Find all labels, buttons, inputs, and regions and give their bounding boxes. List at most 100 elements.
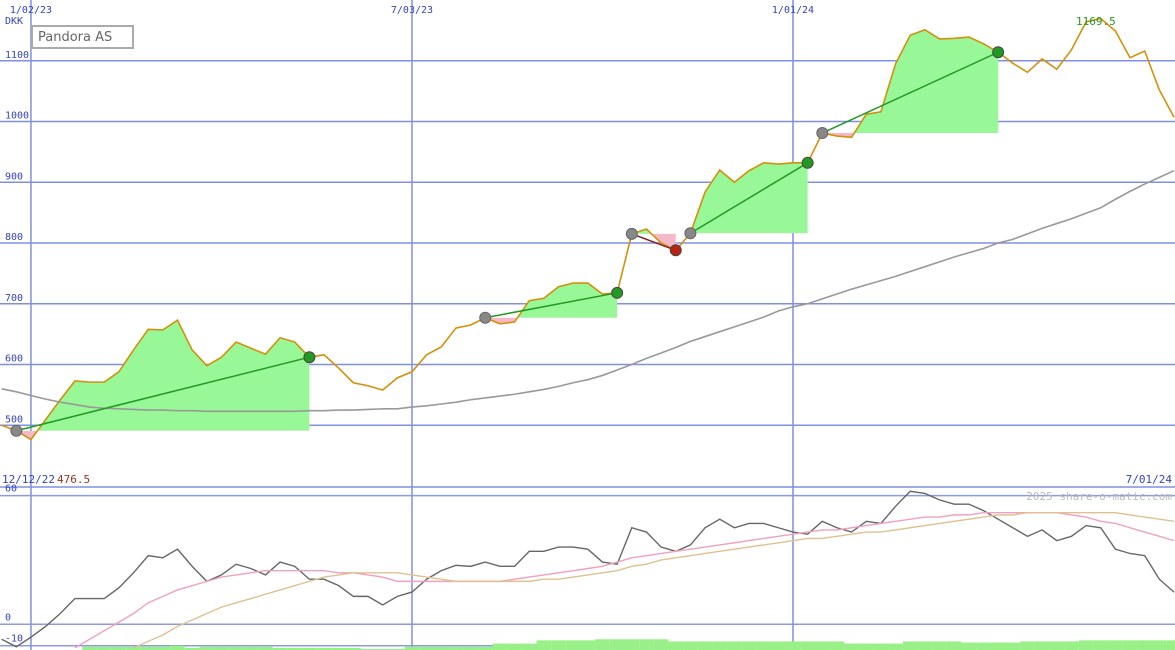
indicator-bar — [433, 646, 449, 650]
indicator-bar — [507, 643, 522, 650]
indicator-bar — [1122, 640, 1138, 650]
indicator-bar — [375, 648, 390, 650]
y-tick-label: 800 — [5, 232, 23, 243]
indicator-bar — [419, 646, 434, 650]
trade-gain-area — [16, 320, 310, 431]
indicator-bar — [448, 646, 464, 650]
indicator-bar — [492, 643, 508, 650]
indicator-bar — [814, 641, 830, 650]
indicator-bar — [170, 645, 185, 650]
indicator-bar — [1108, 640, 1123, 650]
y-tick-label: 0 — [5, 612, 11, 623]
indicator-bar — [302, 647, 317, 650]
legend-box — [31, 25, 134, 49]
trade-entry — [684, 227, 697, 240]
trade-exit — [669, 244, 682, 257]
indicator-bar — [346, 647, 361, 650]
indicator-bar — [477, 646, 493, 650]
indicator-line — [74, 512, 1175, 649]
indicator-bar — [946, 641, 962, 650]
indicator-bar — [360, 648, 376, 650]
legend-title: Pandora AS — [38, 30, 112, 45]
indicator-bar — [331, 647, 347, 650]
indicator-bar — [1166, 640, 1175, 650]
indicator-bar — [990, 642, 1006, 650]
indicator-bar — [82, 646, 97, 650]
y-tick-label: 60 — [5, 484, 17, 495]
trade-line — [821, 51, 999, 134]
x-end-label: 7/01/24 — [1126, 473, 1173, 486]
indicator-bar — [1034, 641, 1050, 650]
trade-entry — [816, 127, 829, 140]
indicator-line — [1, 490, 1175, 648]
indicator-bar — [258, 646, 273, 650]
indicator-bar — [829, 641, 845, 650]
indicator-bar — [580, 640, 596, 650]
indicator-bar — [1064, 641, 1079, 650]
trade-entry — [479, 311, 492, 324]
indicator-bar — [624, 639, 640, 650]
x-tick-label: 7/03/23 — [391, 5, 433, 16]
watermark: 2025 share-o-matic.com — [1026, 490, 1172, 503]
indicator-bar — [976, 642, 991, 650]
indicator-bar — [873, 643, 889, 650]
x-tick-label: 1/02/23 — [10, 5, 52, 16]
y-tick-label: 1000 — [5, 111, 29, 122]
indicator-bar — [712, 641, 728, 650]
indicator-bar — [536, 640, 552, 650]
indicator-bar — [858, 643, 874, 650]
indicator-bar — [1137, 640, 1153, 650]
indicator-bar — [902, 641, 918, 650]
trade-loss-area — [822, 133, 999, 138]
indicator-bar — [932, 641, 947, 650]
lines — [1, 17, 1175, 649]
indicator-bar — [653, 639, 669, 650]
price-line — [1, 17, 1175, 441]
y-tick-label: 900 — [5, 171, 23, 182]
indicator-bar — [1020, 641, 1035, 650]
indicator-bar — [287, 647, 303, 650]
y-tick-label: -10 — [5, 634, 23, 645]
indicator-bar — [551, 640, 566, 650]
indicator-bar — [199, 646, 215, 650]
price-line — [1, 169, 1175, 413]
trade-entry — [625, 227, 638, 240]
indicator-bar — [961, 642, 977, 650]
indicator-bar — [111, 646, 127, 650]
indicator-bar — [609, 639, 625, 650]
indicator-bar — [96, 646, 112, 650]
indicator-bar — [683, 641, 698, 650]
trade-exit — [992, 46, 1005, 59]
indicator-bar — [214, 646, 229, 650]
indicator-bar — [639, 639, 654, 650]
trade-line — [16, 356, 310, 432]
indicator-bar — [697, 641, 713, 650]
indicator-bar — [756, 641, 772, 650]
labels: Pandora AS DKK 1169.5 476.5 12/12/22 7/0… — [2, 5, 1172, 645]
trade-exit — [303, 351, 316, 364]
indicator-bar — [1049, 641, 1065, 650]
trade-entry — [10, 424, 23, 437]
indicator-bar — [1078, 640, 1094, 650]
trade-marks — [10, 46, 1005, 437]
y-tick-label: 500 — [5, 414, 23, 425]
indicator-bar — [1152, 640, 1167, 650]
trade-line — [631, 233, 677, 251]
trade-loss-area — [485, 317, 618, 324]
trade-exit — [611, 286, 624, 299]
indicator-bar — [243, 646, 259, 650]
indicator-bar — [741, 641, 757, 650]
unit-label: DKK — [5, 16, 23, 27]
indicator-bar — [595, 639, 610, 650]
trade-gain-area — [822, 29, 999, 134]
y-tick-label: 600 — [5, 354, 23, 365]
indicator-bar — [404, 646, 420, 650]
x-start-label: 12/12/22 — [2, 473, 55, 486]
indicator-bar — [785, 641, 801, 650]
trade-line — [485, 292, 618, 319]
indicator-bar — [463, 646, 478, 650]
indicator-bar — [1005, 642, 1021, 650]
indicator-bar — [228, 646, 244, 650]
trade-gain-area — [485, 283, 618, 318]
